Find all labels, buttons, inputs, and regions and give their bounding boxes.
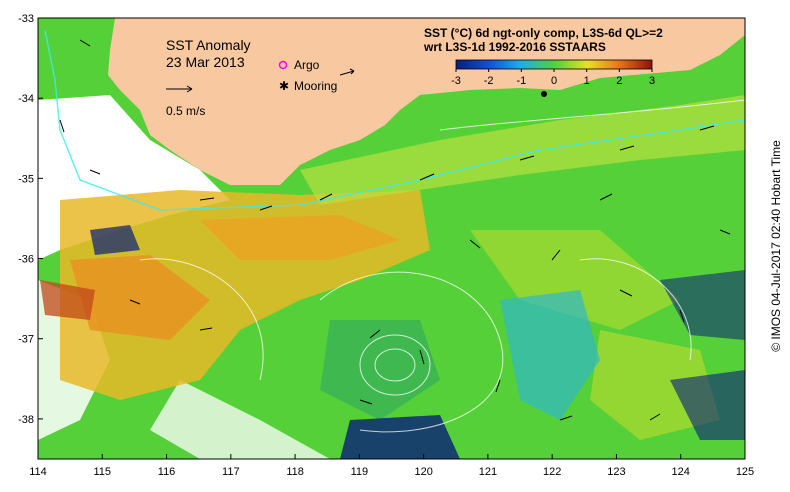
x-tick-label: 118 [286,466,304,478]
mooring-legend-label: Mooring [294,79,337,93]
x-axis-ticks: 114 115 116 117 118 119 120 121 122 123 124 125 [29,454,754,478]
colorbar-tick-label: 2 [616,75,622,87]
colorbar: -3 -2 -1 0 1 2 3 [451,59,655,87]
mooring-legend-icon: ✱ [279,79,289,93]
y-tick-label: -35 [18,173,34,185]
y-tick-label: -37 [18,334,34,346]
credit-text: © IMOS 04-Jul-2017 02:40 Hobart Time [769,140,783,352]
x-tick-label: 124 [672,466,690,478]
x-tick-label: 117 [222,466,240,478]
y-tick-label: -34 [18,93,34,105]
y-tick-label: -36 [18,254,34,266]
colorbar-tick-label: 1 [584,75,590,87]
sst-field [38,18,745,459]
map-date: 23 Mar 2013 [166,54,245,70]
product-line1: SST (°C) 6d ngt-only comp, L3S-6d QL>=2 [424,26,663,40]
x-tick-label: 115 [93,466,111,478]
x-tick-label: 121 [479,466,497,478]
y-tick-label: -38 [18,414,34,426]
colorbar-tick-label: 0 [551,75,557,87]
marker-legend: Argo ✱ Mooring [278,58,337,93]
y-axis-ticks: -33 -34 -35 -36 -37 -38 [18,13,43,426]
x-tick-label: 120 [414,466,432,478]
colorbar-tick-label: 3 [649,75,655,87]
map-title: SST Anomaly [166,37,251,53]
colorbar-tick-label: -2 [484,75,494,87]
mooring-marker[interactable] [541,91,547,97]
vector-scale-label: 0.5 m/s [166,104,205,118]
colorbar-tick-label: -3 [451,75,461,87]
x-tick-label: 114 [29,466,47,478]
x-tick-label: 122 [543,466,561,478]
x-tick-label: 125 [736,466,754,478]
y-tick-label: -33 [18,13,34,25]
x-tick-label: 116 [158,466,176,478]
x-tick-label: 123 [607,466,625,478]
x-tick-label: 119 [351,466,369,478]
colorbar-tick-label: -1 [516,75,526,87]
product-line2: wrt L3S-1d 1992-2016 SSTAARS [423,40,606,54]
argo-legend-icon [278,60,288,70]
colorbar-ticks: -3 -2 -1 0 1 2 3 [451,69,655,87]
argo-legend-label: Argo [294,58,320,72]
vector-scale: 0.5 m/s [166,85,205,118]
